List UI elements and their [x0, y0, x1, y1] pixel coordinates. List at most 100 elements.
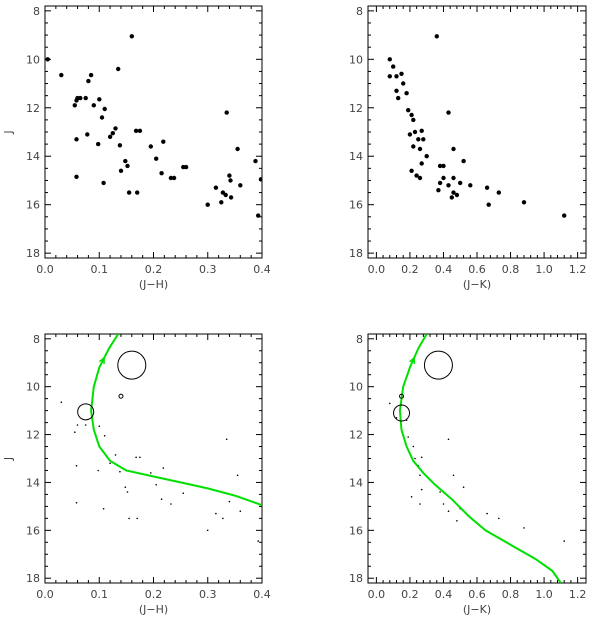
data-point-small	[414, 457, 416, 460]
data-point-small	[410, 496, 413, 498]
data-point	[256, 213, 261, 218]
plot-area	[389, 334, 565, 583]
open-circle-marker	[118, 393, 124, 399]
data-point-small	[452, 474, 455, 477]
data-point	[454, 192, 460, 198]
data-point	[74, 98, 79, 103]
data-point	[83, 95, 88, 101]
data-point	[391, 64, 396, 69]
y-tick-label: 8	[33, 5, 40, 18]
x-tick-label: 0.0	[36, 263, 54, 276]
data-point	[74, 174, 79, 179]
data-point	[451, 190, 456, 195]
data-point	[421, 137, 426, 142]
data-point-small	[412, 445, 415, 448]
panel-bottom-right-jk-isochrone: 0.0 0.2 0.4 0.6 0.8 1.0 1.2 8 10 12 14 16 18 (J−K) J	[2, 333, 587, 616]
x-tick-label: 0.4	[435, 588, 453, 601]
data-point	[434, 34, 439, 39]
data-point-small	[239, 510, 242, 512]
data-point	[417, 175, 423, 181]
plot-area	[60, 334, 262, 542]
plot-area	[387, 34, 567, 218]
data-point-small	[74, 431, 76, 434]
data-point	[436, 188, 441, 193]
x-axis-label: (J−K)	[463, 603, 491, 616]
y-tick-label: 8	[33, 333, 40, 346]
data-point	[118, 168, 124, 173]
data-point	[117, 143, 123, 148]
panel-top-left-jh: 0.0 0.1 0.2 0.3 0.4 8 10 12 14 16 18 (J−H) J	[2, 5, 271, 291]
data-point-small	[420, 488, 423, 491]
y-tick-label: 10	[26, 381, 40, 394]
data-point-small	[75, 502, 78, 504]
data-point-small	[563, 540, 565, 542]
data-point	[59, 72, 64, 78]
data-point	[101, 180, 106, 186]
data-point	[409, 112, 414, 118]
x-tick-label: 0.2	[145, 588, 163, 601]
data-point	[414, 173, 419, 178]
data-point	[129, 34, 134, 39]
data-point	[159, 171, 164, 176]
data-point	[96, 141, 101, 147]
data-point	[404, 91, 409, 96]
data-point	[394, 74, 399, 79]
data-point-small	[182, 492, 185, 495]
panel-bottom-left-jh-isochrone: 0.0 0.1 0.2 0.3 0.4 8 10 12 14 16 18 (J−H) J	[2, 333, 271, 616]
data-point-small	[523, 527, 525, 529]
data-point	[223, 192, 228, 198]
data-point-small	[439, 491, 441, 493]
y-tick-label: 14	[349, 150, 363, 163]
plot-frame	[367, 333, 587, 584]
x-axis-label: (J−H)	[139, 278, 168, 291]
data-point	[441, 175, 446, 181]
data-point	[135, 190, 140, 195]
y-axis-label: J	[2, 130, 15, 134]
data-point-small	[228, 500, 231, 503]
x-tick-label: 0.0	[36, 588, 54, 601]
data-point	[406, 108, 411, 113]
data-point-small	[136, 517, 138, 520]
data-point	[411, 144, 416, 149]
data-point-small	[447, 438, 450, 441]
data-point	[102, 106, 107, 112]
data-point	[99, 115, 105, 120]
y-tick-label: 16	[349, 199, 363, 212]
x-tick-label: 0.0	[368, 588, 386, 601]
plot-frame	[44, 5, 263, 259]
data-point	[417, 146, 423, 152]
data-point	[441, 163, 446, 169]
data-point	[205, 202, 210, 207]
data-point	[235, 146, 240, 152]
data-point	[148, 144, 153, 149]
data-point-small	[114, 454, 117, 456]
data-point	[85, 132, 90, 137]
data-point	[107, 134, 113, 139]
data-point	[387, 74, 392, 79]
x-tick-label: 1.0	[535, 263, 553, 276]
data-point-small	[420, 456, 423, 459]
data-point	[74, 137, 79, 142]
x-tick-label: 0.8	[502, 263, 520, 276]
data-point-small	[462, 486, 465, 489]
data-point-small	[84, 424, 87, 426]
data-point	[419, 161, 424, 166]
open-circle-marker	[77, 403, 95, 421]
y-tick-label: 10	[349, 53, 363, 66]
data-point	[113, 126, 118, 131]
y-tick-label: 12	[349, 102, 363, 115]
data-point-small	[486, 512, 488, 515]
data-point	[446, 183, 451, 188]
x-tick-label: 0.3	[199, 588, 217, 601]
data-point-small	[498, 517, 500, 520]
isochrone-line	[90, 334, 262, 507]
data-point	[258, 177, 262, 182]
data-point	[227, 173, 232, 178]
x-tick-label: 0.1	[91, 263, 109, 276]
x-tick-label: 0.2	[401, 588, 419, 601]
y-tick-label: 12	[26, 429, 40, 442]
y-tick-label: 18	[26, 572, 40, 585]
x-tick-label: 0.4	[253, 588, 271, 601]
data-point	[387, 57, 392, 62]
isochrone-line	[398, 334, 562, 583]
